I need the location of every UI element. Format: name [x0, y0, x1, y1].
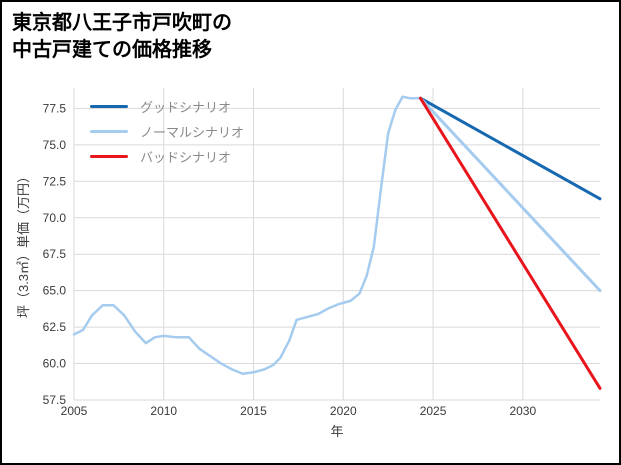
chart-legend: グッドシナリオ ノーマルシナリオ バッドシナリオ: [90, 94, 244, 169]
x-axis-label: 年: [330, 424, 343, 439]
series-line-history: [72, 95, 422, 376]
y-tick-label: 75.0: [43, 138, 67, 152]
x-tick-label: 2010: [150, 404, 177, 418]
y-tick-label: 57.5: [43, 393, 67, 407]
y-tick-label: 77.5: [43, 101, 67, 115]
legend-label-normal: ノーマルシナリオ: [140, 125, 245, 140]
legend-item-bad: バッドシナリオ: [90, 144, 244, 169]
chart-title: 東京都八王子市戸吹町の 中古戸建ての価格推移: [12, 10, 232, 64]
series-line-bad: [418, 96, 602, 390]
series-line-good: [418, 96, 602, 201]
y-tick-label: 70.0: [43, 211, 67, 225]
x-tick-label: 2015: [240, 404, 267, 418]
series-line-normal: [418, 96, 602, 293]
legend-item-good: グッドシナリオ: [90, 94, 244, 119]
legend-swatch-good: [90, 105, 128, 108]
legend-item-normal: ノーマルシナリオ: [90, 119, 244, 144]
y-tick-label: 72.5: [43, 174, 67, 188]
legend-swatch-bad: [90, 155, 128, 158]
legend-swatch-normal: [90, 130, 128, 133]
y-tick-label: 62.5: [43, 320, 67, 334]
x-tick-label: 2005: [61, 404, 88, 418]
legend-label-bad: バッドシナリオ: [140, 150, 232, 165]
x-tick-label: 2030: [509, 404, 536, 418]
chart-title-line1: 東京都八王子市戸吹町の: [12, 12, 232, 34]
x-tick-label: 2020: [330, 404, 357, 418]
chart-title-line2: 中古戸建ての価格推移: [12, 39, 212, 61]
y-tick-label: 65.0: [43, 284, 67, 298]
y-tick-label: 60.0: [43, 357, 67, 371]
legend-label-good: グッドシナリオ: [140, 100, 232, 115]
x-tick-label: 2025: [420, 404, 447, 418]
y-tick-label: 67.5: [43, 247, 67, 261]
y-axis-label: 坪（3.3㎡）単価（万円）: [16, 170, 31, 318]
